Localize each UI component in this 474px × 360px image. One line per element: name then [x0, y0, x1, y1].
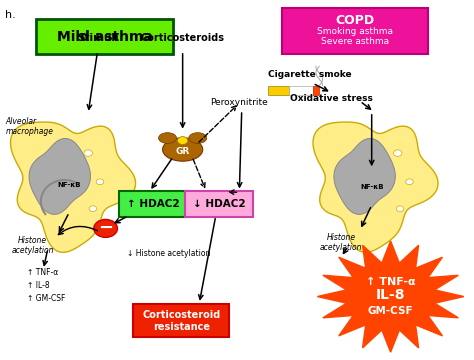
Bar	[313, 86, 319, 95]
FancyBboxPatch shape	[119, 191, 187, 217]
Circle shape	[177, 136, 188, 144]
Text: NF-κB: NF-κB	[360, 184, 383, 190]
Polygon shape	[334, 139, 395, 214]
Text: h.: h.	[5, 10, 16, 20]
Ellipse shape	[163, 138, 203, 161]
Text: Alveolar
macrophage: Alveolar macrophage	[5, 117, 54, 136]
Text: ↑ HDAC2: ↑ HDAC2	[127, 199, 180, 209]
Circle shape	[94, 220, 118, 237]
Text: ↓ Histone acetylation: ↓ Histone acetylation	[127, 249, 210, 258]
Text: GR: GR	[175, 147, 190, 156]
Text: Corticosteroid
resistance: Corticosteroid resistance	[142, 310, 220, 332]
Ellipse shape	[189, 133, 207, 143]
Ellipse shape	[158, 133, 176, 143]
Text: Histone
acetylation: Histone acetylation	[11, 235, 54, 255]
Circle shape	[89, 206, 97, 212]
Text: Oxidative stress: Oxidative stress	[290, 94, 373, 103]
Text: −: −	[98, 219, 113, 237]
FancyBboxPatch shape	[36, 19, 173, 54]
Text: NF-κB: NF-κB	[57, 183, 81, 188]
Text: ↓ HDAC2: ↓ HDAC2	[193, 199, 246, 209]
FancyBboxPatch shape	[282, 8, 428, 54]
Text: ↑ TNF-α: ↑ TNF-α	[366, 277, 415, 287]
Circle shape	[96, 179, 104, 185]
Text: Histone
acetylation: Histone acetylation	[320, 233, 362, 252]
Text: Corticosteroids: Corticosteroids	[141, 33, 225, 43]
Polygon shape	[318, 241, 464, 352]
Bar	[289, 86, 313, 95]
Circle shape	[84, 150, 92, 156]
Circle shape	[406, 179, 413, 185]
Text: GM-CSF: GM-CSF	[368, 306, 413, 316]
FancyBboxPatch shape	[185, 191, 253, 217]
Text: Smoking asthma
Severe asthma: Smoking asthma Severe asthma	[317, 27, 393, 46]
Text: Cigarette smoke: Cigarette smoke	[268, 70, 352, 79]
Text: Peroxynitrite: Peroxynitrite	[210, 98, 268, 107]
Text: COPD: COPD	[336, 14, 375, 27]
FancyBboxPatch shape	[134, 304, 229, 337]
Bar	[268, 86, 289, 95]
Text: IL-8: IL-8	[376, 288, 405, 302]
Text: Stimuli: Stimuli	[77, 33, 118, 43]
Text: ↑ TNF-α
↑ IL-8
↑ GM-CSF: ↑ TNF-α ↑ IL-8 ↑ GM-CSF	[27, 268, 65, 303]
Circle shape	[393, 150, 402, 156]
Polygon shape	[10, 122, 136, 252]
Circle shape	[396, 206, 404, 212]
Text: Mild asthma: Mild asthma	[57, 30, 153, 44]
Polygon shape	[313, 122, 438, 252]
Polygon shape	[29, 139, 91, 214]
